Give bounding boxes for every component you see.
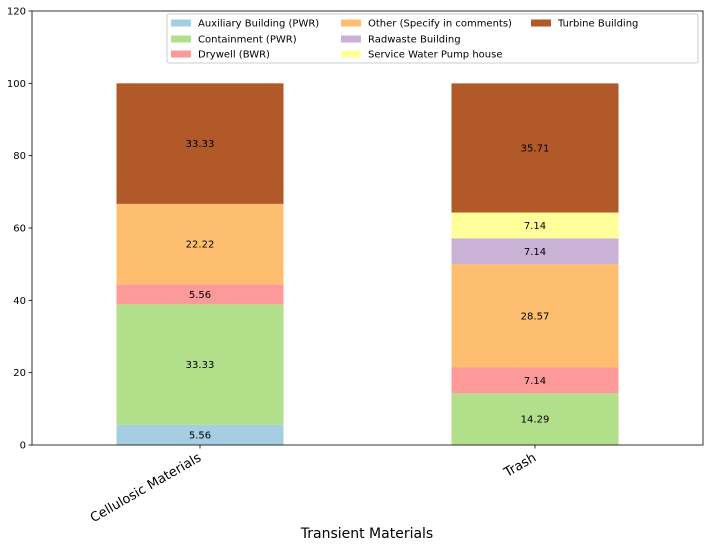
value-labels-layer: 5.56 33.33 5.56 22.22 33.33 14.29 7.14 28.57 7.1… <box>186 139 550 441</box>
x-tick-label: Trash <box>501 450 539 481</box>
legend-item: Service Water Pump house <box>341 50 503 61</box>
bar-value-label: 33.33 <box>186 360 215 371</box>
legend-item: Turbine Building <box>531 19 638 30</box>
legend-label: Turbine Building <box>557 19 638 30</box>
y-tick-label: 20 <box>13 368 26 379</box>
bar-segment <box>116 304 284 425</box>
x-axis-label: Transient Materials <box>300 526 433 542</box>
bar-value-label: 14.29 <box>521 415 550 426</box>
bar-segment <box>451 393 619 445</box>
y-tick-label: 0 <box>20 441 26 452</box>
bar-segment <box>116 203 284 285</box>
legend: Auxiliary Building (PWR) Containment (PWR… <box>166 13 699 64</box>
legend-swatch <box>171 35 191 43</box>
y-tick-label: 80 <box>13 151 26 162</box>
bar-segment <box>451 238 619 265</box>
legend-swatch <box>171 19 191 27</box>
legend-label: Auxiliary Building (PWR) <box>198 19 319 30</box>
legend-swatch <box>341 19 361 27</box>
legend-label: Drywell (BWR) <box>198 50 270 61</box>
y-tick-label: 60 <box>13 224 26 235</box>
legend-item: Other (Specify in comments) <box>341 19 512 30</box>
bar-segment <box>116 83 284 204</box>
y-tick-label: 40 <box>13 296 26 307</box>
y-tick-label: 120 <box>7 7 26 18</box>
bar-value-label: 28.57 <box>521 311 550 322</box>
bar-value-label: 5.56 <box>189 430 211 441</box>
legend-box <box>166 13 699 64</box>
x-tick-label: Cellulosic Materials <box>88 450 204 526</box>
legend-swatch <box>531 19 551 27</box>
legend-swatch <box>171 50 191 58</box>
legend-label: Containment (PWR) <box>198 35 297 46</box>
bar-segment <box>451 367 619 394</box>
y-tick-label: 100 <box>7 79 26 90</box>
bar-value-label: 7.14 <box>524 247 546 258</box>
legend-item: Containment (PWR) <box>171 35 297 46</box>
legend-label: Service Water Pump house <box>368 50 503 61</box>
bar-value-label: 33.33 <box>186 139 215 150</box>
bar-segment <box>451 264 619 368</box>
bar-segment <box>451 212 619 239</box>
bar-value-label: 22.22 <box>186 240 215 251</box>
bar-value-label: 7.14 <box>524 376 546 387</box>
legend-label: Other (Specify in comments) <box>368 19 512 30</box>
legend-item: Auxiliary Building (PWR) <box>171 19 319 30</box>
legend-label: Radwaste Building <box>368 35 461 46</box>
legend-swatch <box>341 50 361 58</box>
bars-layer <box>116 83 619 445</box>
bar-value-label: 5.56 <box>189 290 211 301</box>
bar-value-label: 7.14 <box>524 221 546 232</box>
bar-segment <box>451 83 619 213</box>
legend-swatch <box>341 35 361 43</box>
bar-segment <box>116 424 284 445</box>
legend-item: Drywell (BWR) <box>171 50 270 61</box>
bar-value-label: 35.71 <box>521 143 550 154</box>
bar-segment <box>116 284 284 305</box>
legend-item: Radwaste Building <box>341 35 461 46</box>
